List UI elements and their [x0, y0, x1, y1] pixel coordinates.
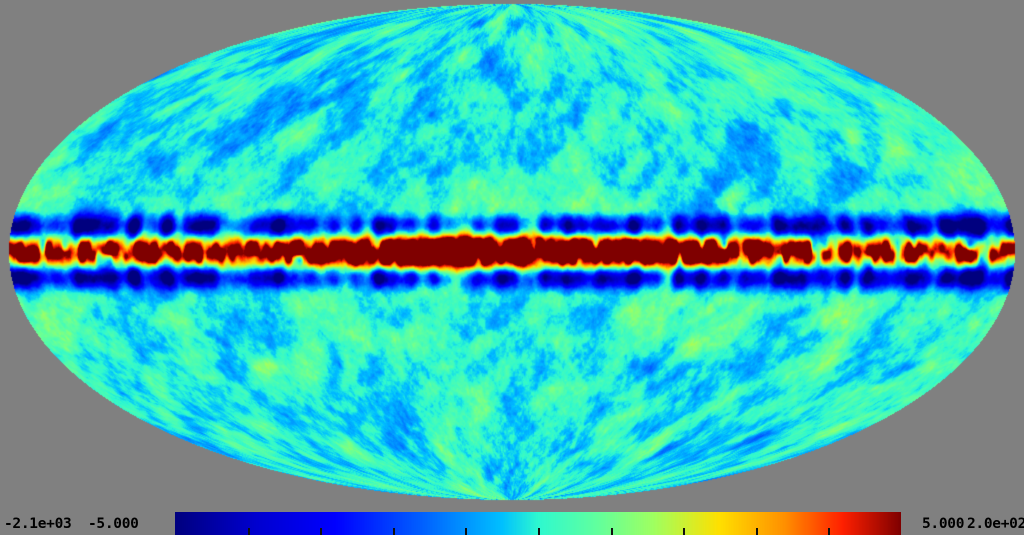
colorbar-region: -2.1e+03 -5.000 5.000 2.0e+02: [0, 505, 1024, 535]
colorbar-max-label: 5.000: [922, 516, 965, 532]
colorbar-min-absolute-label: -2.1e+03: [4, 516, 72, 532]
colorbar-gradient: [175, 512, 901, 535]
colorbar-canvas: [175, 512, 901, 535]
colorbar-min-label: -5.000: [88, 516, 139, 532]
all-sky-mollweide-map: [0, 0, 1024, 505]
colorbar-max-absolute-label: 2.0e+02: [967, 516, 1024, 532]
sky-map-region: [0, 0, 1024, 505]
